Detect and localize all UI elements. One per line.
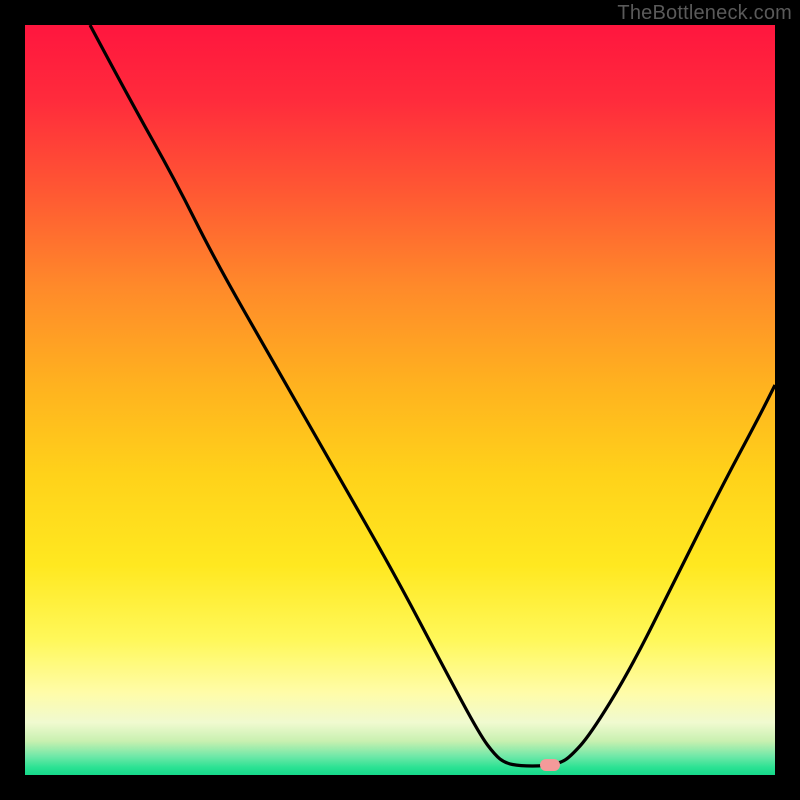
- plot-background: [25, 25, 775, 775]
- bottleneck-chart: [0, 0, 800, 800]
- chart-frame: TheBottleneck.com: [0, 0, 800, 800]
- watermark-text: TheBottleneck.com: [617, 2, 792, 25]
- minimum-marker: [540, 759, 560, 771]
